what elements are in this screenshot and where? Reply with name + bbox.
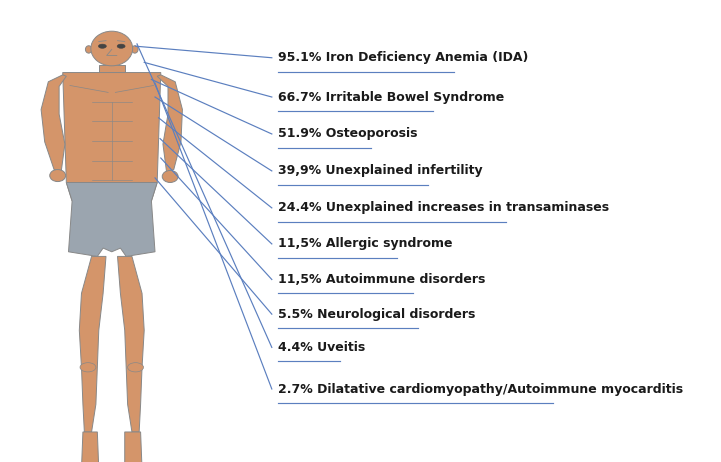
Text: 51.9% Osteoporosis: 51.9% Osteoporosis <box>278 128 417 140</box>
Polygon shape <box>99 65 125 73</box>
Polygon shape <box>63 73 161 201</box>
Ellipse shape <box>50 170 66 182</box>
Ellipse shape <box>98 44 107 49</box>
Polygon shape <box>66 182 157 256</box>
Text: 5.5% Neurological disorders: 5.5% Neurological disorders <box>278 308 475 321</box>
Polygon shape <box>125 432 142 462</box>
Text: 66.7% Irritable Bowel Syndrome: 66.7% Irritable Bowel Syndrome <box>278 91 504 103</box>
Ellipse shape <box>117 44 125 49</box>
Ellipse shape <box>131 46 138 53</box>
Text: 4.4% Uveitis: 4.4% Uveitis <box>278 341 365 354</box>
Ellipse shape <box>91 31 133 66</box>
Polygon shape <box>157 75 182 172</box>
Ellipse shape <box>128 363 143 372</box>
Ellipse shape <box>162 170 178 182</box>
Text: 2.7% Dilatative cardiomyopathy/Autoimmune myocarditis: 2.7% Dilatative cardiomyopathy/Autoimmun… <box>278 383 683 395</box>
Polygon shape <box>118 256 144 432</box>
Ellipse shape <box>85 46 92 53</box>
Text: 24.4% Unexplained increases in transaminases: 24.4% Unexplained increases in transamin… <box>278 201 609 214</box>
Text: 95.1% Iron Deficiency Anemia (IDA): 95.1% Iron Deficiency Anemia (IDA) <box>278 51 528 64</box>
Polygon shape <box>79 256 106 432</box>
Polygon shape <box>81 432 99 462</box>
Text: 39,9% Unexplained infertility: 39,9% Unexplained infertility <box>278 164 482 177</box>
Text: 11,5% Allergic syndrome: 11,5% Allergic syndrome <box>278 237 452 250</box>
Text: 11,5% Autoimmune disorders: 11,5% Autoimmune disorders <box>278 273 485 286</box>
Polygon shape <box>41 75 66 171</box>
Ellipse shape <box>80 363 96 372</box>
